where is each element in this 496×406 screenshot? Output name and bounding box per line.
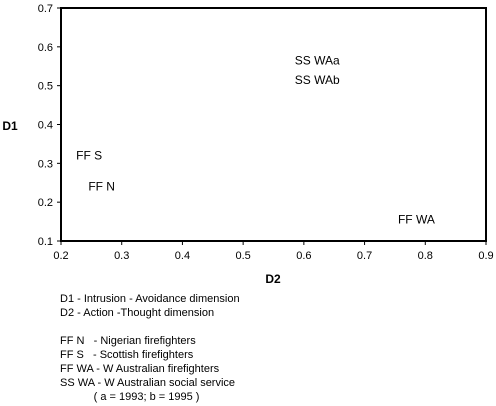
x-tick-label: 0.7 <box>357 250 372 262</box>
legend-group-ffwa: FF WA - W Australian firefighters <box>60 363 220 375</box>
group-legend: FF N - Nigerian firefighters FF S - Scot… <box>60 334 235 404</box>
legend-group-years: ( a = 1993; b = 1995 ) <box>60 391 200 403</box>
y-tick-label: 0.1 <box>38 236 53 248</box>
legend-group-sswa: SS WA - W Australian social service <box>60 377 236 389</box>
x-tick-label: 0.6 <box>296 250 311 262</box>
point-label: SS WAa <box>295 53 340 67</box>
y-tick-label: 0.5 <box>38 81 53 93</box>
legend-group-ffs: FF S - Scottish firefighters <box>60 349 194 361</box>
dimension-legend: D1 - Intrusion - Avoidance dimension D2 … <box>60 292 240 320</box>
scatter-chart: 0.2 0.3 0.4 0.5 0.6 0.7 0.8 0.9 0.10.20.30.40.5… <box>2 3 494 286</box>
legend-group-ffn: FF N - Nigerian firefighters <box>60 335 196 347</box>
x-tick-label: 0.3 <box>114 250 129 262</box>
x-tick-label: 0.2 <box>53 250 68 262</box>
y-tick-label: 0.3 <box>38 158 53 170</box>
x-tick-label: 0.4 <box>175 250 190 262</box>
data-labels: SS WAa SS WAb FF S FF N FF WA <box>76 53 435 226</box>
x-axis-label: D2 <box>265 272 281 286</box>
x-tick-label: 0.8 <box>418 250 433 262</box>
point-label: FF S <box>76 149 102 163</box>
y-axis: 0.1 0.2 0.3 0.4 0.5 0.6 0.7 <box>38 3 61 248</box>
y-tick-label: 0.7 <box>38 3 53 15</box>
y-tick-label: 0.6 <box>38 42 53 54</box>
y-axis-label: D1 <box>2 119 18 133</box>
point-label: FF N <box>88 180 115 194</box>
y-tick-label: 0.4 <box>38 120 53 132</box>
x-tick-label: 0.5 <box>235 250 250 262</box>
x-axis: 0.2 0.3 0.4 0.5 0.6 0.7 0.8 0.9 <box>53 241 494 262</box>
plot-frame <box>60 7 487 242</box>
legend-dimension-d2: D2 - Action -Thought dimension <box>60 307 215 319</box>
x-tick-label: 0.9 <box>478 250 493 262</box>
point-label: FF WA <box>398 213 435 227</box>
legend-dimension-d1: D1 - Intrusion - Avoidance dimension <box>60 293 240 305</box>
y-tick-label: 0.2 <box>38 197 53 209</box>
point-label: SS WAb <box>295 73 340 87</box>
